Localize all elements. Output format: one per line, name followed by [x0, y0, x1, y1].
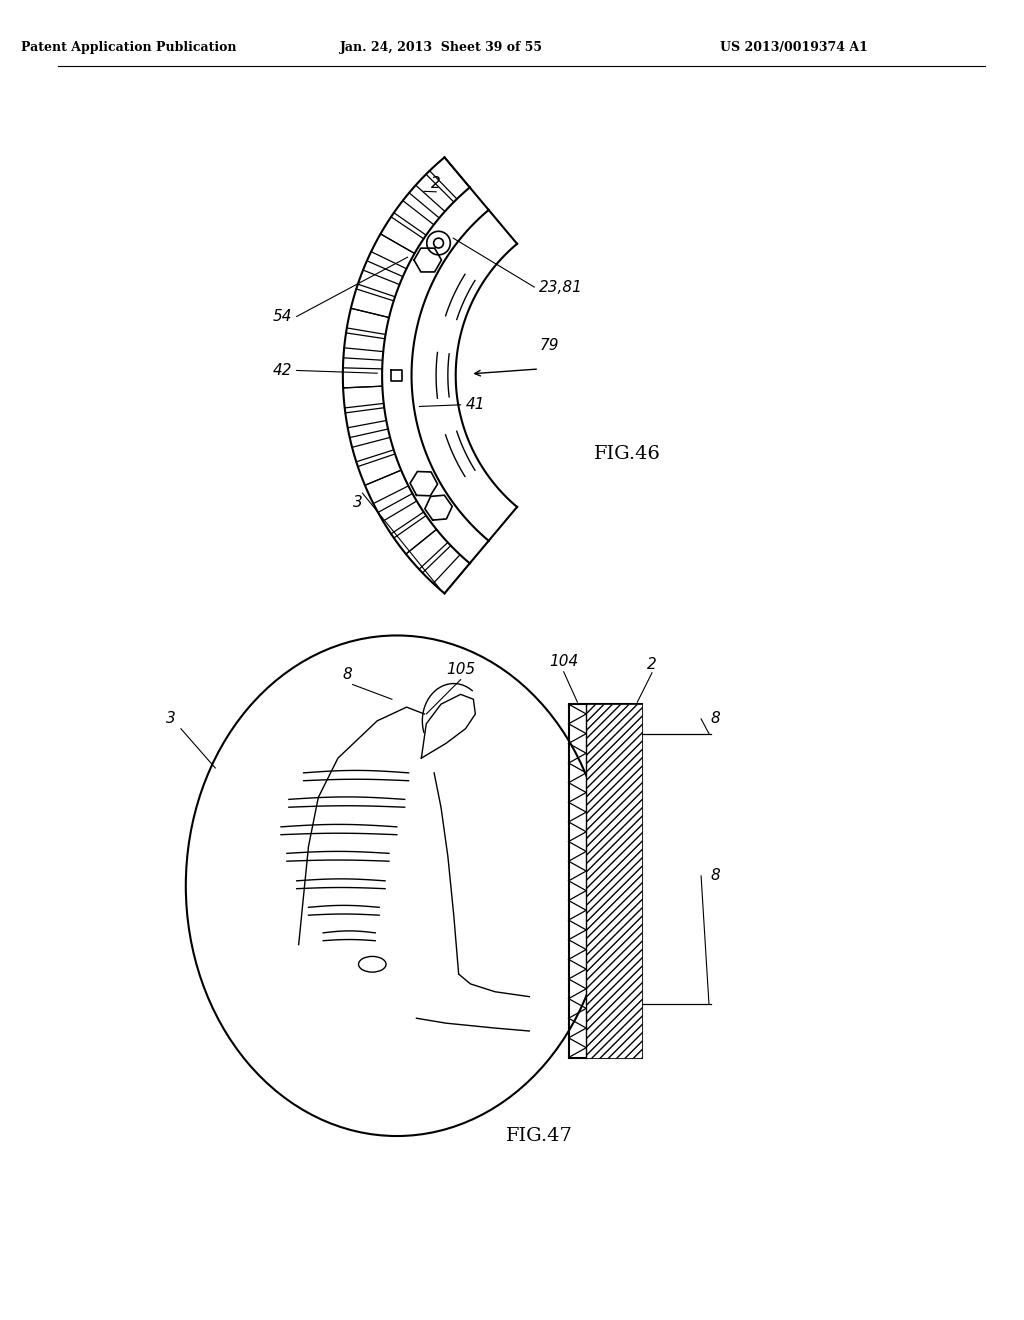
- Text: 3: 3: [166, 711, 176, 726]
- Text: 8: 8: [343, 667, 352, 682]
- Text: 8: 8: [711, 869, 721, 883]
- Bar: [587, 704, 642, 1057]
- Text: 41: 41: [466, 397, 485, 412]
- Text: 54: 54: [272, 309, 292, 323]
- Text: FIG.46: FIG.46: [594, 445, 660, 463]
- Bar: [568, 704, 642, 1057]
- Text: 2: 2: [647, 657, 656, 672]
- Text: 8: 8: [711, 711, 721, 726]
- Text: 42: 42: [272, 363, 292, 378]
- Text: 2: 2: [431, 177, 441, 191]
- Text: 105: 105: [446, 663, 475, 677]
- Text: US 2013/0019374 A1: US 2013/0019374 A1: [721, 41, 868, 54]
- Text: 79: 79: [540, 338, 559, 354]
- Text: 104: 104: [549, 655, 579, 669]
- Text: 23,81: 23,81: [540, 280, 583, 294]
- Text: Patent Application Publication: Patent Application Publication: [22, 41, 237, 54]
- Text: 3: 3: [352, 495, 362, 511]
- Text: FIG.47: FIG.47: [506, 1127, 572, 1144]
- Text: Jan. 24, 2013  Sheet 39 of 55: Jan. 24, 2013 Sheet 39 of 55: [340, 41, 543, 54]
